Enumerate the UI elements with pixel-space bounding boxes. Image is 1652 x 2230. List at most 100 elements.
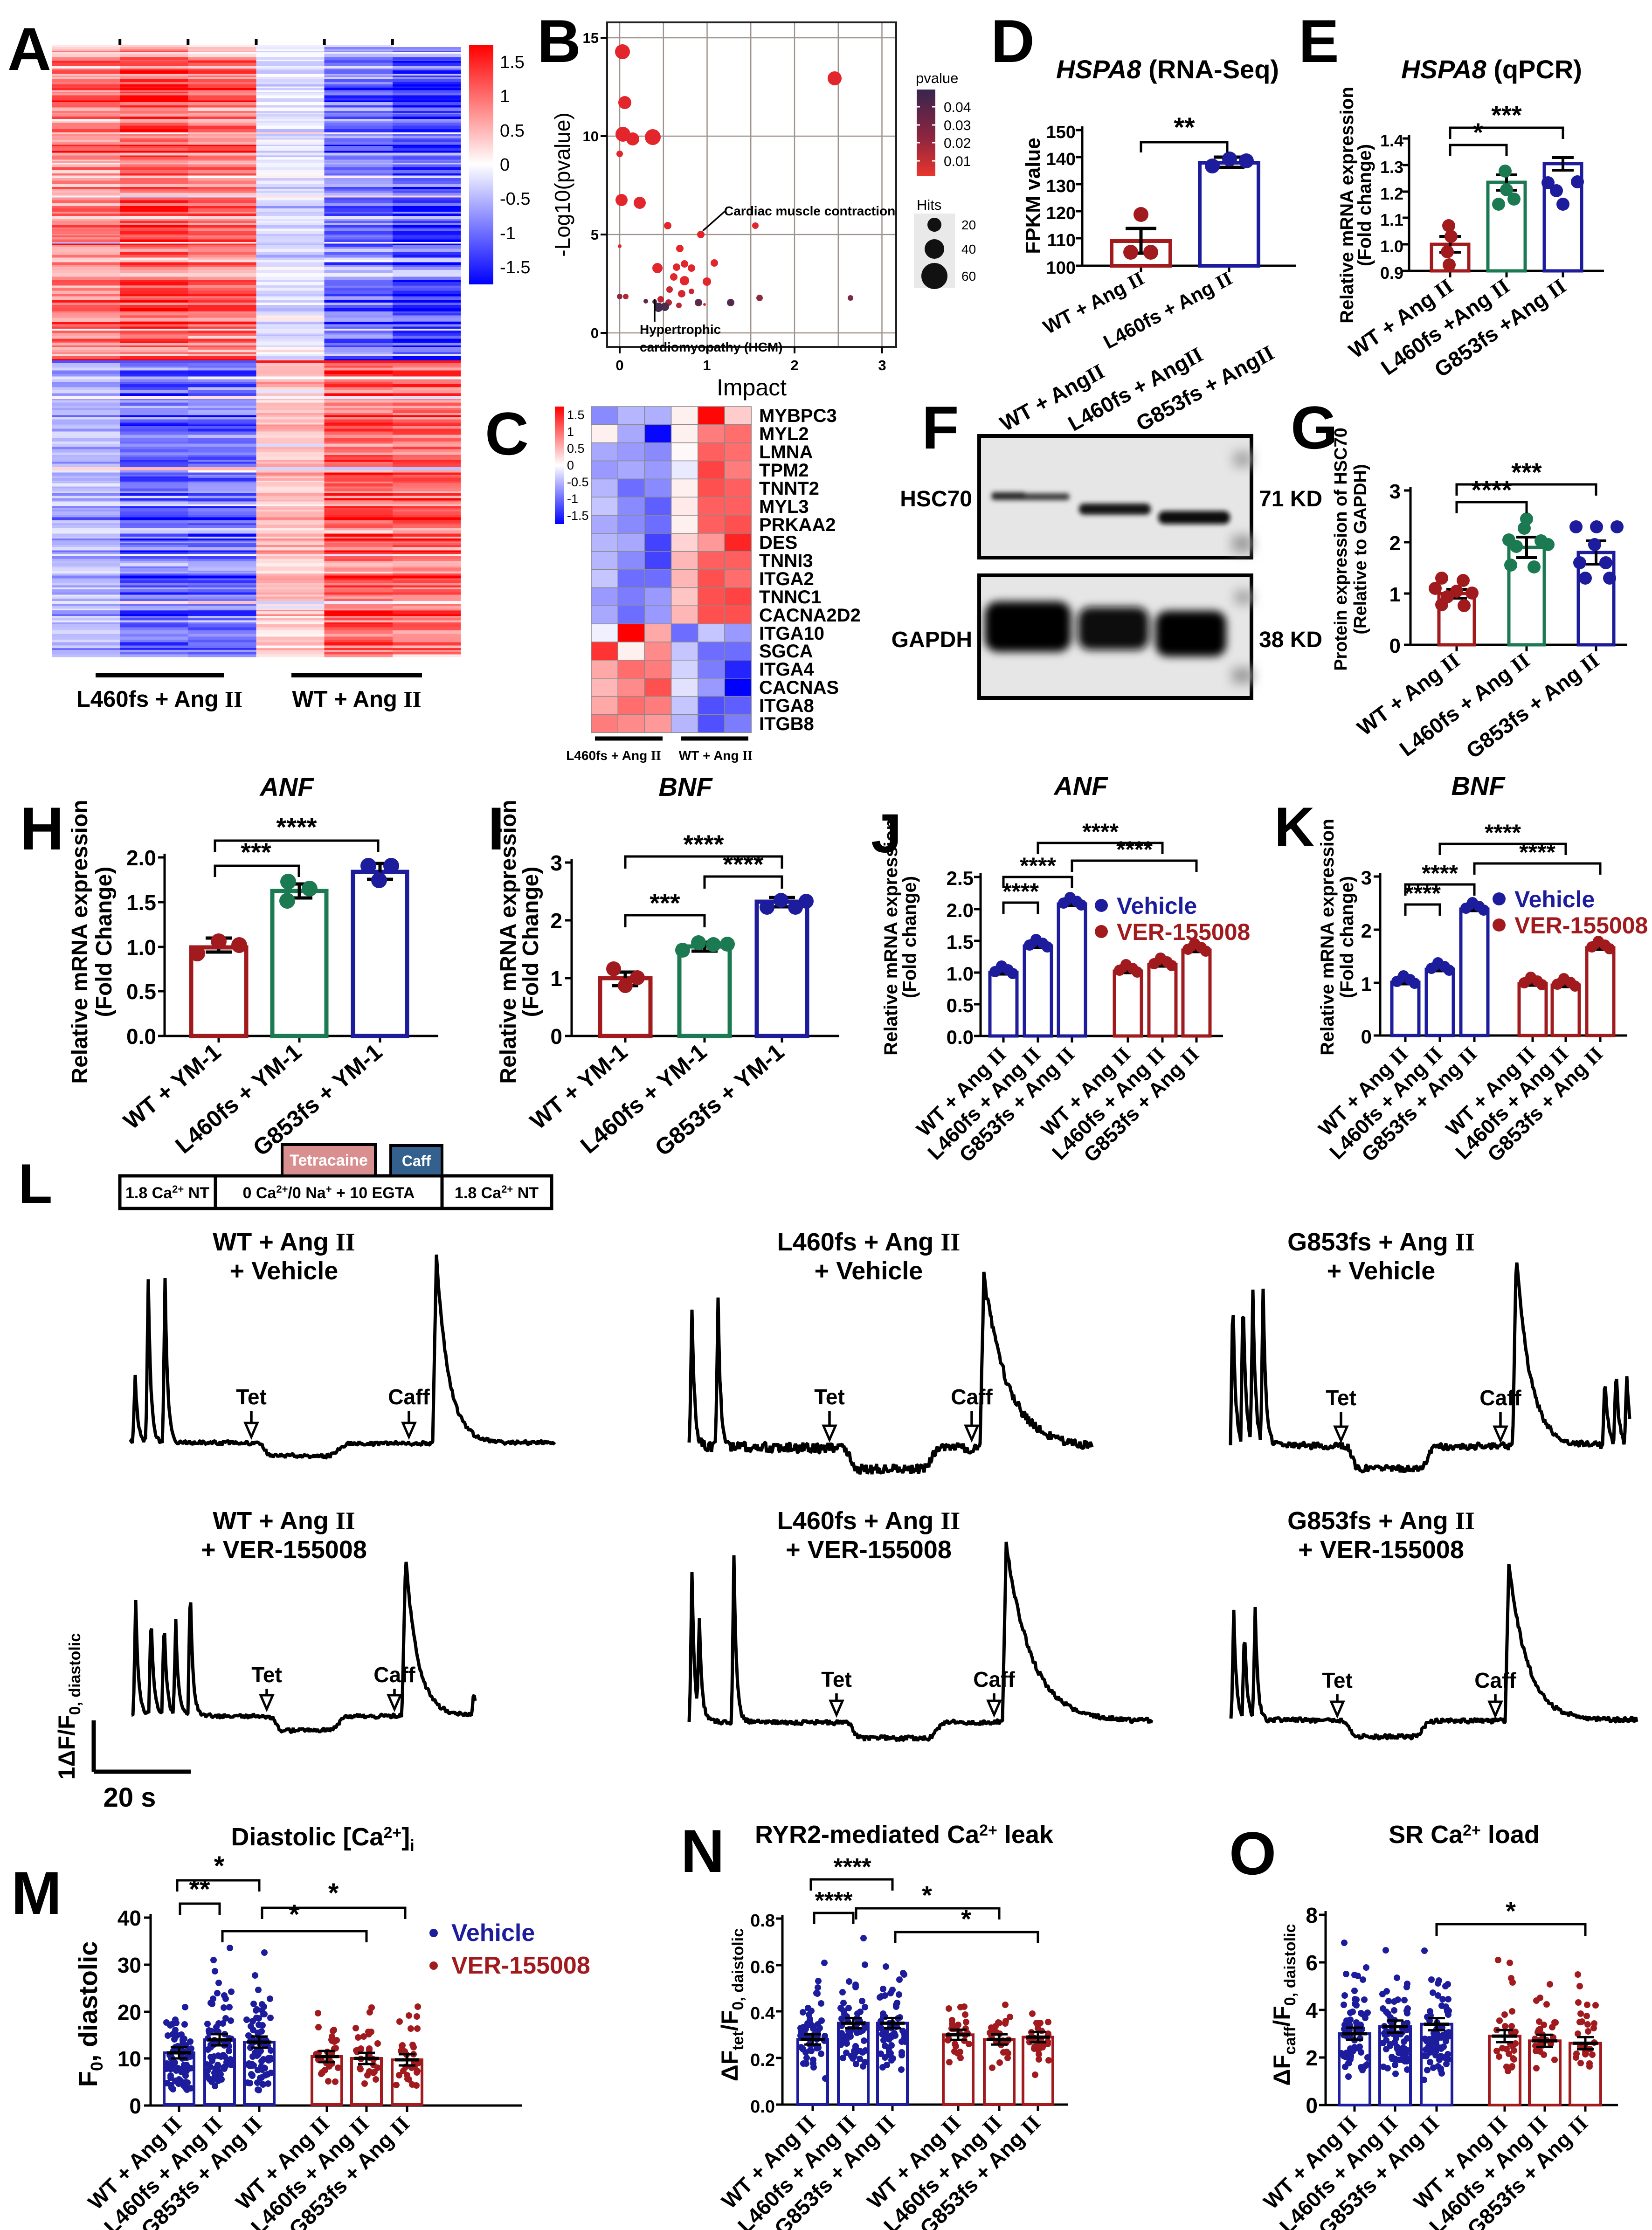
svg-text:Tet: Tet <box>1322 1668 1353 1692</box>
svg-text:VER-155008: VER-155008 <box>1514 912 1648 939</box>
svg-text:3: 3 <box>550 851 562 875</box>
svg-text:*: * <box>922 1880 932 1910</box>
svg-text:BNF: BNF <box>658 772 713 801</box>
svg-text:3: 3 <box>1389 480 1401 503</box>
svg-text:30: 30 <box>118 1953 141 1977</box>
svg-text:Relative mRNA expression: Relative mRNA expression <box>1337 87 1357 324</box>
svg-text:Relative mRNA expression: Relative mRNA expression <box>881 819 901 1056</box>
svg-text:0.6: 0.6 <box>750 1958 775 1977</box>
svg-text:3: 3 <box>878 357 886 373</box>
svg-text:L460fs + Ang II: L460fs + Ang II <box>566 748 661 763</box>
svg-text:L460fs + Ang II: L460fs + Ang II <box>777 1228 961 1256</box>
svg-text:0.01: 0.01 <box>944 154 971 169</box>
svg-text:Caff: Caff <box>1474 1668 1516 1692</box>
svg-text:0.9: 0.9 <box>1380 263 1403 283</box>
svg-text:38 KD: 38 KD <box>1259 628 1322 652</box>
svg-text:A: A <box>7 15 51 83</box>
svg-text:**: ** <box>189 1874 210 1905</box>
svg-text:0.0: 0.0 <box>750 2097 775 2117</box>
svg-text:Impact: Impact <box>717 374 787 400</box>
svg-text:15: 15 <box>583 30 599 46</box>
svg-text:0.5: 0.5 <box>126 980 156 1004</box>
svg-text:BNF: BNF <box>1451 771 1506 801</box>
svg-text:VER-155008: VER-155008 <box>451 1952 590 1979</box>
svg-text:0: 0 <box>550 1024 562 1049</box>
svg-text:ANF: ANF <box>1053 771 1108 801</box>
svg-text:0.4: 0.4 <box>750 2004 775 2023</box>
svg-text:-1.5: -1.5 <box>500 258 530 277</box>
svg-text:20 s: 20 s <box>104 1782 156 1813</box>
svg-text:Relative mRNA expression: Relative mRNA expression <box>68 800 92 1084</box>
svg-text:(Fold change): (Fold change) <box>1337 876 1357 998</box>
svg-text:2: 2 <box>1361 920 1372 942</box>
svg-text:Tet: Tet <box>1326 1386 1356 1410</box>
svg-text:G853fs + Ang II: G853fs + Ang II <box>1287 1228 1475 1256</box>
svg-text:0.0: 0.0 <box>947 1026 974 1048</box>
svg-text:1.2: 1.2 <box>1380 184 1403 203</box>
svg-text:FPKM value: FPKM value <box>1022 138 1044 254</box>
svg-text:Caff: Caff <box>373 1663 415 1687</box>
svg-text:2.0: 2.0 <box>947 899 974 921</box>
svg-text:0.2: 0.2 <box>750 2050 775 2070</box>
svg-text:0.5: 0.5 <box>947 994 974 1016</box>
svg-text:***: *** <box>650 888 680 918</box>
svg-text:SGCA: SGCA <box>759 641 813 662</box>
svg-text:(Fold change): (Fold change) <box>1355 144 1375 266</box>
svg-text:150: 150 <box>1046 123 1076 142</box>
svg-text:-1: -1 <box>500 224 516 243</box>
svg-text:ITGA10: ITGA10 <box>759 623 824 644</box>
svg-text:CACNAS: CACNAS <box>759 677 839 698</box>
svg-text:Caff: Caff <box>973 1667 1015 1691</box>
svg-text:ANF: ANF <box>259 772 314 801</box>
svg-text:H: H <box>20 794 64 863</box>
svg-text:***: *** <box>241 837 271 867</box>
svg-text:1.0: 1.0 <box>947 963 974 985</box>
svg-text:Vehicle: Vehicle <box>451 1919 535 1947</box>
svg-text:**: ** <box>1174 112 1195 143</box>
svg-text:+ Vehicle: + Vehicle <box>1327 1257 1436 1285</box>
svg-text:WT + Ang II: WT + Ang II <box>679 748 753 763</box>
svg-text:TNNI3: TNNI3 <box>759 551 813 571</box>
svg-text:ITGB8: ITGB8 <box>759 714 814 734</box>
svg-text:HSPA8 (qPCR): HSPA8 (qPCR) <box>1401 55 1582 84</box>
svg-text:WT + Ang II: WT + Ang II <box>213 1228 355 1256</box>
svg-text:Vehicle: Vehicle <box>1514 886 1595 912</box>
svg-text:40: 40 <box>961 242 976 256</box>
svg-text:20: 20 <box>118 2000 141 2024</box>
svg-text:120: 120 <box>1046 204 1076 223</box>
svg-text:G853fs + Ang II: G853fs + Ang II <box>1287 1507 1475 1535</box>
svg-text:0.04: 0.04 <box>944 100 971 115</box>
svg-text:1.5: 1.5 <box>947 931 974 953</box>
svg-text:F0, diastolic: F0, diastolic <box>73 1941 106 2087</box>
svg-text:F: F <box>922 394 959 462</box>
svg-text:MYBPC3: MYBPC3 <box>759 406 837 426</box>
svg-text:ITGA4: ITGA4 <box>759 659 815 680</box>
svg-text:1: 1 <box>1361 973 1372 995</box>
svg-text:0: 0 <box>129 2094 141 2118</box>
svg-text:1.3: 1.3 <box>1380 158 1403 177</box>
svg-text:G: G <box>1291 394 1338 462</box>
svg-text:1: 1 <box>703 357 711 373</box>
svg-text:*: * <box>328 1878 339 1908</box>
svg-text:100: 100 <box>1046 258 1076 278</box>
svg-text:0: 0 <box>1361 1026 1372 1048</box>
svg-text:PRKAA2: PRKAA2 <box>759 515 836 535</box>
svg-text:K: K <box>1274 796 1315 858</box>
svg-text:-1: -1 <box>567 492 578 506</box>
svg-text:1.1: 1.1 <box>1380 210 1403 229</box>
svg-text:WT + Ang II: WT + Ang II <box>213 1507 355 1535</box>
svg-text:I: I <box>488 794 505 863</box>
svg-text:1: 1 <box>567 425 574 439</box>
svg-text:Protein expression of HSC70: Protein expression of HSC70 <box>1331 428 1351 671</box>
svg-text:10: 10 <box>118 2047 141 2071</box>
svg-text:2.0: 2.0 <box>126 846 156 870</box>
svg-text:Caff: Caff <box>951 1385 993 1409</box>
svg-text:(Fold change): (Fold change) <box>899 876 920 998</box>
svg-text:****: **** <box>1002 878 1039 904</box>
svg-text:+ VER-155008: + VER-155008 <box>786 1536 952 1564</box>
svg-text:0: 0 <box>567 458 574 472</box>
svg-text:****: **** <box>815 1887 853 1914</box>
svg-text:Relative mRNA expression: Relative mRNA expression <box>1317 819 1338 1056</box>
svg-text:1.8 Ca2+ NT: 1.8 Ca2+ NT <box>125 1183 209 1202</box>
svg-text:0: 0 <box>1306 2093 1318 2118</box>
